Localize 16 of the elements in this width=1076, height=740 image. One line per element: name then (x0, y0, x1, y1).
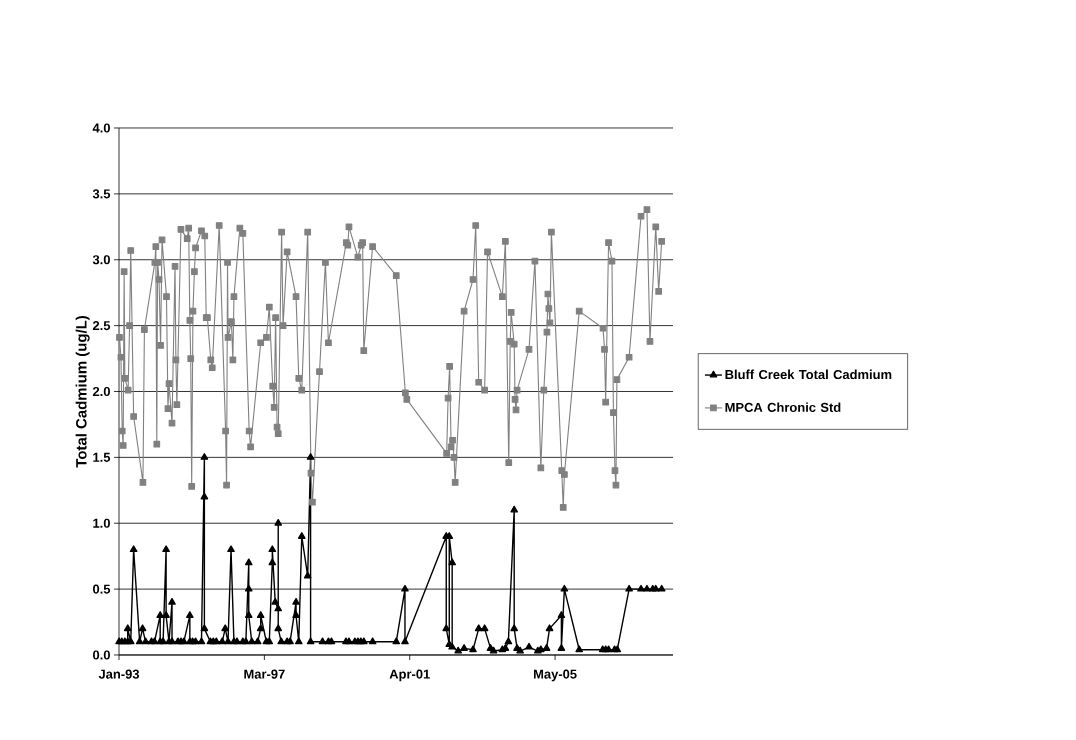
y-tick-label: 3.0 (92, 255, 110, 265)
x-tick-label: May-05 (533, 669, 577, 682)
y-axis-title: Total Cadmium (ug/L) (75, 315, 90, 468)
y-tick-label: 1.0 (93, 518, 110, 528)
y-tick-label: 3.5 (92, 189, 111, 199)
x-tick-label: Jan-93 (98, 669, 140, 679)
y-tick-label: 4.0 (92, 123, 110, 133)
x-tick-label: Apr-01 (389, 669, 430, 682)
y-tick-label: 2.0 (92, 386, 110, 397)
x-tick-label: Mar-97 (244, 669, 285, 679)
legend-label: MPCA Chronic Std (725, 402, 841, 412)
y-tick-label: 1.5 (93, 452, 111, 462)
y-tick-label: 0.0 (93, 650, 110, 660)
y-tick-label: 2.5 (92, 321, 111, 331)
y-tick-label: 0.5 (93, 584, 111, 594)
legend-label: Bluff Creek Total Cadmium (725, 369, 892, 380)
